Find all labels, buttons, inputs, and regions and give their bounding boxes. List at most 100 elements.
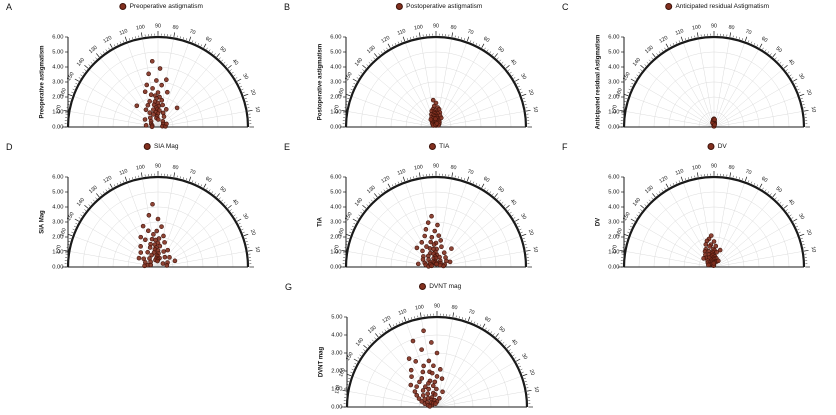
svg-text:2.00: 2.00 — [608, 95, 619, 101]
svg-text:100: 100 — [415, 304, 425, 311]
svg-text:5.00: 5.00 — [330, 50, 341, 56]
svg-text:0.00: 0.00 — [331, 405, 342, 411]
svg-text:70: 70 — [745, 169, 753, 177]
svg-text:50: 50 — [496, 46, 504, 54]
svg-text:10: 10 — [254, 246, 261, 253]
svg-text:1.00: 1.00 — [331, 387, 342, 393]
svg-text:30: 30 — [519, 73, 527, 81]
panel-e: E TIA 10 20 30 40 50 60 70 80 90 100 110 120 130 140 1… — [278, 140, 556, 280]
svg-text:120: 120 — [380, 35, 391, 45]
svg-text:40: 40 — [231, 198, 239, 206]
svg-text:5.00: 5.00 — [608, 190, 619, 196]
svg-text:40: 40 — [509, 198, 517, 206]
panel-letter: B — [284, 2, 291, 12]
panel-header: F DV — [556, 140, 834, 154]
svg-text:110: 110 — [397, 168, 407, 177]
svg-text:10: 10 — [810, 246, 817, 253]
svg-text:150: 150 — [622, 211, 632, 222]
svg-text:0.00: 0.00 — [608, 125, 619, 131]
legend-label: DVNT mag — [429, 283, 462, 290]
panel-header: C Anticipated residual Astigmatism — [556, 0, 834, 14]
svg-text:1.00: 1.00 — [608, 250, 619, 256]
svg-text:6.00: 6.00 — [608, 175, 619, 181]
panel-header: D SIA Mag — [0, 140, 278, 154]
svg-text:6.00: 6.00 — [52, 175, 63, 181]
panel-header: E TIA — [278, 140, 556, 154]
svg-text:2.00: 2.00 — [608, 235, 619, 241]
legend-marker-icon — [119, 3, 127, 10]
panel-letter: G — [285, 282, 293, 292]
svg-text:110: 110 — [397, 28, 407, 37]
svg-text:140: 140 — [632, 57, 642, 68]
legend-label: Postoperative astigmatism — [406, 3, 483, 10]
legend: Preoperative astigmatism — [119, 3, 203, 10]
legend-label: TIA — [439, 143, 450, 150]
svg-text:100: 100 — [136, 24, 146, 31]
svg-text:170: 170 — [611, 245, 618, 255]
svg-text:90: 90 — [155, 163, 161, 169]
svg-text:DV: DV — [596, 218, 602, 226]
svg-text:4.00: 4.00 — [330, 205, 341, 211]
svg-text:150: 150 — [345, 351, 355, 362]
legend-label: Anticipated residual Astigmatism — [675, 3, 770, 10]
svg-text:2.00: 2.00 — [330, 235, 341, 241]
legend-marker-icon — [665, 3, 673, 10]
svg-text:5.00: 5.00 — [331, 315, 342, 321]
svg-text:150: 150 — [66, 211, 76, 222]
svg-text:120: 120 — [380, 175, 391, 185]
panel-letter: F — [562, 142, 568, 152]
legend: DV — [707, 143, 727, 150]
svg-text:130: 130 — [88, 185, 99, 195]
panel-header: G DVNT mag — [279, 280, 557, 294]
svg-text:40: 40 — [509, 58, 517, 66]
svg-text:6.00: 6.00 — [608, 35, 619, 41]
svg-text:10: 10 — [532, 106, 539, 113]
svg-text:50: 50 — [218, 186, 226, 194]
svg-text:70: 70 — [467, 29, 475, 37]
svg-text:160: 160 — [338, 367, 347, 377]
svg-text:160: 160 — [59, 87, 68, 97]
legend-label: SIA Mag — [153, 143, 179, 150]
svg-text:Preoperative astigmatism: Preoperative astigmatism — [40, 45, 46, 118]
svg-text:3.00: 3.00 — [330, 80, 341, 86]
svg-text:60: 60 — [204, 176, 212, 184]
panel-header: A Preoperative astigmatism — [0, 0, 278, 14]
legend-label: DV — [717, 143, 727, 150]
svg-text:110: 110 — [119, 28, 129, 37]
svg-text:40: 40 — [510, 338, 518, 346]
panel-letter: D — [6, 142, 13, 152]
row-3: G DVNT mag 10 20 30 40 50 60 70 80 90 100 110 120 13… — [0, 280, 836, 415]
svg-text:140: 140 — [355, 337, 365, 348]
svg-text:60: 60 — [482, 176, 490, 184]
svg-text:40: 40 — [787, 58, 795, 66]
svg-text:4.00: 4.00 — [52, 205, 63, 211]
svg-text:120: 120 — [381, 315, 392, 325]
svg-text:170: 170 — [333, 105, 340, 115]
svg-text:TIA: TIA — [318, 217, 324, 227]
legend: Anticipated residual Astigmatism — [665, 3, 769, 10]
svg-text:170: 170 — [55, 105, 62, 115]
svg-text:60: 60 — [760, 176, 768, 184]
svg-text:1.00: 1.00 — [608, 110, 619, 116]
row-1: A Preoperative astigmatism 10 20 30 40 50 60 7… — [0, 0, 836, 140]
svg-text:20: 20 — [527, 89, 535, 97]
svg-text:110: 110 — [675, 168, 685, 177]
svg-text:110: 110 — [119, 168, 129, 177]
svg-text:150: 150 — [622, 71, 632, 82]
panel-c: C Anticipated residual Astigmatism 10 20 3… — [556, 0, 834, 140]
svg-text:110: 110 — [398, 308, 408, 317]
svg-text:130: 130 — [88, 45, 99, 55]
svg-text:170: 170 — [333, 245, 340, 255]
svg-text:2.00: 2.00 — [331, 369, 342, 375]
svg-text:0.00: 0.00 — [330, 265, 341, 271]
svg-text:60: 60 — [760, 36, 768, 44]
svg-text:90: 90 — [155, 23, 161, 29]
panel-header: B Postoperative astigmatism — [278, 0, 556, 14]
svg-text:80: 80 — [728, 164, 735, 171]
svg-text:130: 130 — [644, 185, 655, 195]
legend: Postoperative astigmatism — [396, 3, 482, 10]
svg-text:80: 80 — [172, 164, 179, 171]
svg-text:140: 140 — [354, 57, 364, 68]
svg-text:80: 80 — [450, 24, 457, 31]
